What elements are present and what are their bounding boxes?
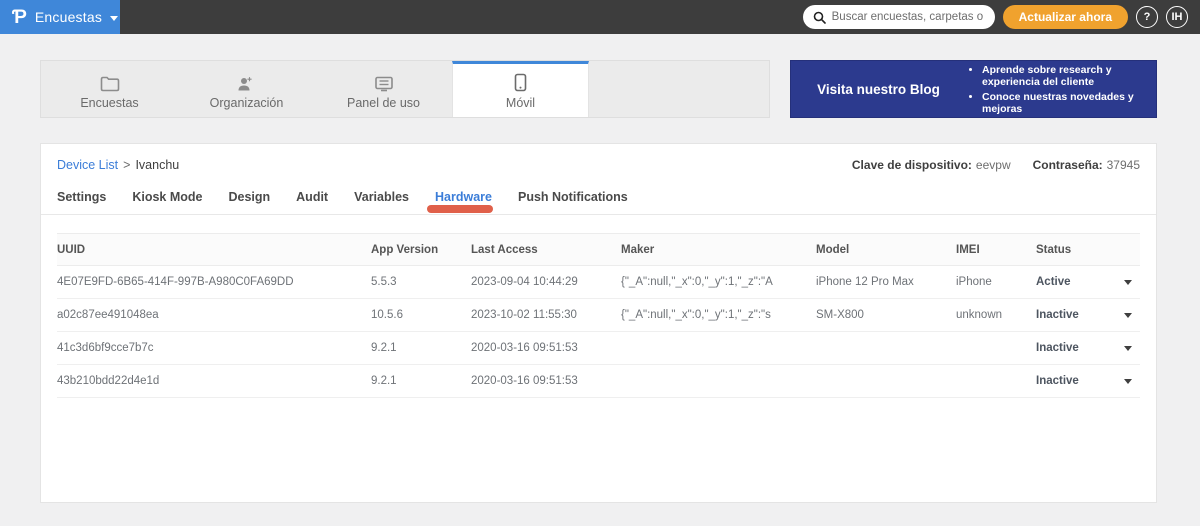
breadcrumb-separator: > bbox=[123, 158, 131, 172]
tab-panel-de-uso[interactable]: Panel de uso bbox=[315, 61, 452, 117]
subtab-audit[interactable]: Audit bbox=[296, 190, 329, 204]
cell-model: iPhone 12 Pro Max bbox=[816, 276, 914, 288]
topbar: Ƥ Encuestas Actualizar ahora ? IH bbox=[0, 0, 1200, 34]
tab-label: Organización bbox=[209, 95, 284, 110]
table-row: a02c87ee491048ea 10.5.6 2023-10-02 11:55… bbox=[57, 299, 1140, 332]
tab-label: Encuestas bbox=[80, 95, 139, 110]
device-password-value: 37945 bbox=[1106, 158, 1140, 172]
table-row: 41c3d6bf9cce7b7c 9.2.1 2020-03-16 09:51:… bbox=[57, 332, 1140, 365]
red-highlight-marker bbox=[427, 205, 493, 213]
col-maker: Maker bbox=[621, 243, 655, 256]
tab-label: Panel de uso bbox=[347, 95, 420, 110]
app-name: Encuestas bbox=[34, 9, 103, 25]
row-actions[interactable] bbox=[1111, 378, 1140, 384]
cell-status: Active bbox=[1036, 276, 1071, 288]
breadcrumb-device-list-link[interactable]: Device List bbox=[57, 158, 119, 172]
usage-panel-icon bbox=[374, 72, 394, 92]
subtab-push-notifications[interactable]: Push Notifications bbox=[517, 190, 628, 204]
cell-model: SM-X800 bbox=[816, 309, 864, 321]
cell-uuid: 43b210bdd22d4e1d bbox=[57, 375, 160, 387]
device-credentials: Clave de dispositivo: eevpw Contraseña: 37… bbox=[852, 158, 1140, 172]
row-dropdown-icon[interactable] bbox=[1124, 345, 1132, 351]
table-row: 43b210bdd22d4e1d 9.2.1 2020-03-16 09:51:… bbox=[57, 365, 1140, 398]
mobile-icon bbox=[514, 72, 527, 92]
avatar[interactable]: IH bbox=[1166, 6, 1188, 28]
subtab-settings[interactable]: Settings bbox=[57, 190, 107, 204]
help-button[interactable]: ? bbox=[1136, 6, 1158, 28]
device-key-label: Clave de dispositivo: bbox=[851, 158, 972, 172]
device-password: Contraseña: 37945 bbox=[1033, 158, 1140, 172]
row-actions[interactable] bbox=[1111, 312, 1140, 318]
table-row: 4E07E9FD-6B65-414F-997B-A980C0FA69DD 5.5… bbox=[57, 266, 1140, 299]
cell-app-version: 5.5.3 bbox=[371, 276, 397, 288]
cell-last-access: 2023-09-04 10:44:29 bbox=[471, 276, 578, 288]
col-last-access: Last Access bbox=[471, 243, 538, 256]
row-actions[interactable] bbox=[1111, 279, 1140, 285]
subtab-kiosk-mode[interactable]: Kiosk Mode bbox=[132, 190, 203, 204]
table-header-row: UUID App Version Last Access Maker Model… bbox=[57, 233, 1140, 266]
main-tab-bar: Encuestas Organización Panel de uso Móvi… bbox=[40, 60, 770, 118]
hardware-table: UUID App Version Last Access Maker Model… bbox=[57, 233, 1140, 398]
tab-encuestas[interactable]: Encuestas bbox=[41, 61, 178, 117]
blog-bullet: Conoce nuestras novedades y mejoras bbox=[982, 91, 1156, 115]
subtab-design[interactable]: Design bbox=[228, 190, 271, 204]
col-imei: IMEI bbox=[956, 243, 980, 256]
cell-uuid: 41c3d6bf9cce7b7c bbox=[57, 342, 154, 354]
app-logo-menu[interactable]: Ƥ Encuestas bbox=[0, 0, 120, 34]
blog-bullet: Aprende sobre research y experiencia del… bbox=[982, 64, 1156, 88]
cell-imei: iPhone bbox=[956, 276, 992, 288]
chevron-down-icon bbox=[110, 15, 119, 21]
col-uuid: UUID bbox=[57, 243, 86, 256]
tab-label: Móvil bbox=[505, 95, 536, 110]
subtab-hardware-label: Hardware bbox=[435, 190, 492, 204]
blog-banner-bullets: Aprende sobre research y experiencia del… bbox=[966, 61, 1156, 118]
device-key-value: eevpw bbox=[975, 158, 1011, 172]
blog-banner-title: Visita nuestro Blog bbox=[817, 81, 940, 97]
row-dropdown-icon[interactable] bbox=[1124, 279, 1132, 285]
breadcrumb: Device List > Ivanchu Clave de dispositi… bbox=[41, 144, 1156, 172]
update-now-button[interactable]: Actualizar ahora bbox=[1002, 5, 1128, 29]
device-password-label: Contraseña: bbox=[1032, 158, 1103, 172]
subtab-variables[interactable]: Variables bbox=[354, 190, 409, 204]
device-detail-card: Device List > Ivanchu Clave de dispositi… bbox=[40, 143, 1157, 503]
people-add-icon bbox=[236, 72, 258, 92]
col-app-version: App Version bbox=[371, 243, 439, 256]
cell-uuid: a02c87ee491048ea bbox=[57, 309, 159, 321]
search-icon bbox=[813, 11, 826, 24]
topbar-actions: Actualizar ahora ? IH bbox=[802, 5, 1200, 29]
brand-logo-icon: Ƥ bbox=[12, 6, 27, 28]
search-box[interactable] bbox=[802, 5, 995, 29]
cell-maker: {"_A":null,"_x":0,"_y":1,"_z":"s bbox=[621, 309, 771, 321]
cell-last-access: 2023-10-02 11:55:30 bbox=[471, 309, 577, 321]
breadcrumb-current: Ivanchu bbox=[135, 158, 180, 172]
col-model: Model bbox=[816, 243, 850, 256]
folder-icon bbox=[100, 72, 120, 92]
cell-last-access: 2020-03-16 09:51:53 bbox=[471, 375, 578, 387]
row-dropdown-icon[interactable] bbox=[1124, 378, 1132, 384]
cell-last-access: 2020-03-16 09:51:53 bbox=[471, 342, 578, 354]
row-actions[interactable] bbox=[1111, 345, 1140, 351]
cell-app-version: 10.5.6 bbox=[371, 309, 403, 321]
cell-status: Inactive bbox=[1036, 342, 1079, 354]
col-status: Status bbox=[1036, 243, 1072, 256]
cell-uuid: 4E07E9FD-6B65-414F-997B-A980C0FA69DD bbox=[57, 276, 294, 288]
cell-maker: {"_A":null,"_x":0,"_y":1,"_z":"A bbox=[621, 276, 773, 288]
tab-movil[interactable]: Móvil bbox=[452, 61, 589, 117]
upper-section: Encuestas Organización Panel de uso Móvi… bbox=[0, 34, 1200, 118]
tab-organizacion[interactable]: Organización bbox=[178, 61, 315, 117]
cell-imei: unknown bbox=[956, 309, 1003, 321]
subtab-hardware[interactable]: Hardware bbox=[427, 190, 493, 213]
row-dropdown-icon[interactable] bbox=[1124, 312, 1132, 318]
device-subtabs: Settings Kiosk Mode Design Audit Variabl… bbox=[41, 172, 1156, 215]
cell-status: Inactive bbox=[1036, 309, 1079, 321]
device-key: Clave de dispositivo: eevpw bbox=[852, 158, 1011, 172]
cell-app-version: 9.2.1 bbox=[371, 342, 397, 354]
cell-status: Inactive bbox=[1036, 375, 1079, 387]
cell-app-version: 9.2.1 bbox=[371, 375, 397, 387]
blog-banner[interactable]: Visita nuestro Blog Aprende sobre resear… bbox=[790, 60, 1157, 118]
search-input[interactable] bbox=[831, 11, 986, 23]
